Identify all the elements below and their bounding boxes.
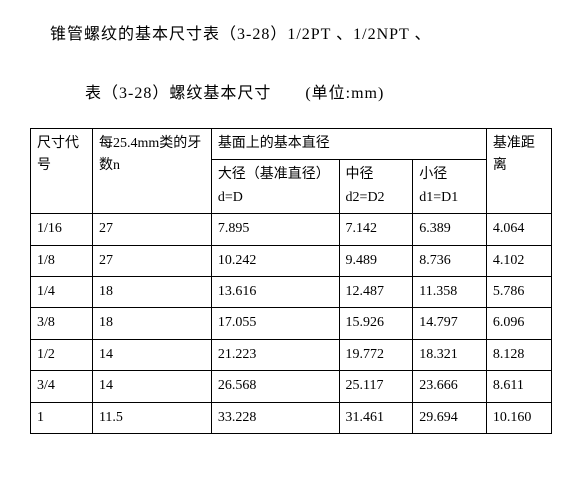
cell: 4.102 (486, 245, 551, 276)
cell: 7.142 (339, 214, 413, 245)
cell: 4.064 (486, 214, 551, 245)
table-header-row-1: 尺寸代号 每25.4mm类的牙数n 基面上的基本直径 基准距离 (31, 129, 552, 160)
header-threads: 每25.4mm类的牙数n (92, 129, 211, 214)
cell: 6.389 (413, 214, 487, 245)
cell: 29.694 (413, 402, 487, 433)
cell: 18.321 (413, 339, 487, 370)
table-row: 1/4 18 13.616 12.487 11.358 5.786 (31, 276, 552, 307)
cell: 25.117 (339, 371, 413, 402)
cell: 13.616 (211, 276, 339, 307)
cell: 5.786 (486, 276, 551, 307)
cell: 1 (31, 402, 93, 433)
cell: 8.128 (486, 339, 551, 370)
header-ref-distance: 基准距离 (486, 129, 551, 214)
header-minor-diam: 小径d1=D1 (413, 160, 487, 214)
cell: 12.487 (339, 276, 413, 307)
cell: 8.611 (486, 371, 551, 402)
table-row: 3/4 14 26.568 25.117 23.666 8.611 (31, 371, 552, 402)
cell: 18 (92, 276, 211, 307)
cell: 1/8 (31, 245, 93, 276)
cell: 1/2 (31, 339, 93, 370)
cell: 23.666 (413, 371, 487, 402)
cell: 21.223 (211, 339, 339, 370)
cell: 9.489 (339, 245, 413, 276)
cell: 11.358 (413, 276, 487, 307)
header-pitch-diam: 中径d2=D2 (339, 160, 413, 214)
thread-size-table: 尺寸代号 每25.4mm类的牙数n 基面上的基本直径 基准距离 大径（基准直径）… (30, 128, 552, 434)
cell: 17.055 (211, 308, 339, 339)
cell: 14 (92, 371, 211, 402)
cell: 14 (92, 339, 211, 370)
cell: 3/8 (31, 308, 93, 339)
header-major-diam: 大径（基准直径）d=D (211, 160, 339, 214)
cell: 27 (92, 214, 211, 245)
cell: 11.5 (92, 402, 211, 433)
table-row: 1 11.5 33.228 31.461 29.694 10.160 (31, 402, 552, 433)
cell: 7.895 (211, 214, 339, 245)
header-size-code: 尺寸代号 (31, 129, 93, 214)
cell: 19.772 (339, 339, 413, 370)
cell: 6.096 (486, 308, 551, 339)
cell: 27 (92, 245, 211, 276)
cell: 3/4 (31, 371, 93, 402)
page-subtitle: 表（3-28）螺纹基本尺寸 (单位:mm) (85, 79, 552, 103)
cell: 1/4 (31, 276, 93, 307)
cell: 10.160 (486, 402, 551, 433)
cell: 10.242 (211, 245, 339, 276)
table-row: 1/8 27 10.242 9.489 8.736 4.102 (31, 245, 552, 276)
table-row: 3/8 18 17.055 15.926 14.797 6.096 (31, 308, 552, 339)
table-row: 1/16 27 7.895 7.142 6.389 4.064 (31, 214, 552, 245)
header-basic-diam-group: 基面上的基本直径 (211, 129, 486, 160)
cell: 8.736 (413, 245, 487, 276)
cell: 15.926 (339, 308, 413, 339)
page-title: 锥管螺纹的基本尺寸表（3-28）1/2PT 、1/2NPT 、 (50, 20, 552, 44)
cell: 18 (92, 308, 211, 339)
cell: 1/16 (31, 214, 93, 245)
cell: 31.461 (339, 402, 413, 433)
cell: 14.797 (413, 308, 487, 339)
table-row: 1/2 14 21.223 19.772 18.321 8.128 (31, 339, 552, 370)
cell: 26.568 (211, 371, 339, 402)
cell: 33.228 (211, 402, 339, 433)
